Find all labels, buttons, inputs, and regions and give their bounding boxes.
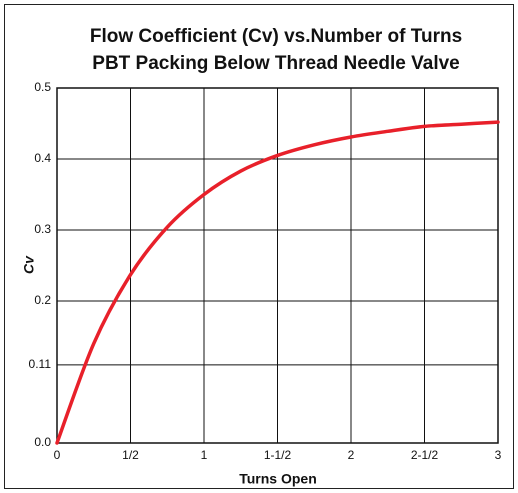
x-tick-label: 3	[495, 448, 502, 462]
x-tick-label: 2	[348, 448, 355, 462]
x-tick-label: 1-1/2	[264, 448, 292, 462]
y-tick-label: 0.11	[29, 357, 52, 371]
y-tick-label: 0.5	[34, 80, 51, 94]
line-series	[55, 120, 500, 445]
plot-frame	[56, 87, 499, 444]
frame	[4, 4, 514, 489]
x-tick-label: 1	[201, 448, 208, 462]
y-axis-label: Cv	[21, 255, 37, 274]
x-axis-label: Turns Open	[239, 471, 317, 487]
y-tick-label: 0.3	[34, 222, 51, 236]
chart-title: Flow Coefficient (Cv) vs.Number of Turns	[90, 26, 462, 47]
chart-subtitle: PBT Packing Below Thread Needle Valve	[92, 53, 459, 74]
y-tick-label: 0.4	[34, 151, 51, 165]
y-tick-label: 0.0	[34, 435, 51, 449]
y-tick-label: 0.2	[34, 293, 51, 307]
x-tick-label: 2-1/2	[411, 448, 439, 462]
x-tick-label: 0	[54, 448, 61, 462]
x-tick-label: 1/2	[122, 448, 139, 462]
